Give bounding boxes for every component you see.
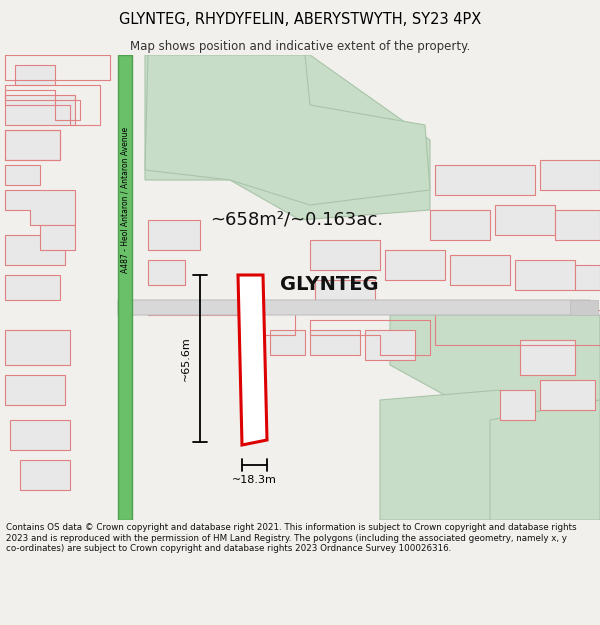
Polygon shape — [5, 375, 65, 405]
Polygon shape — [238, 275, 267, 445]
Polygon shape — [435, 165, 535, 195]
Polygon shape — [148, 260, 185, 285]
Polygon shape — [40, 225, 75, 250]
Polygon shape — [500, 390, 535, 420]
Polygon shape — [380, 390, 530, 520]
Polygon shape — [148, 220, 200, 250]
Polygon shape — [515, 260, 575, 290]
Text: GLYNTEG, RHYDYFELIN, ABERYSTWYTH, SY23 4PX: GLYNTEG, RHYDYFELIN, ABERYSTWYTH, SY23 4… — [119, 12, 481, 27]
Polygon shape — [20, 460, 70, 490]
Text: Contains OS data © Crown copyright and database right 2021. This information is : Contains OS data © Crown copyright and d… — [6, 523, 577, 553]
Polygon shape — [10, 420, 70, 450]
Polygon shape — [5, 165, 40, 185]
Polygon shape — [118, 300, 595, 315]
Polygon shape — [5, 130, 60, 160]
Polygon shape — [5, 235, 65, 265]
Polygon shape — [310, 240, 380, 270]
Polygon shape — [385, 250, 445, 280]
Polygon shape — [118, 55, 132, 520]
Polygon shape — [270, 330, 305, 355]
Polygon shape — [520, 340, 575, 375]
Polygon shape — [5, 275, 60, 300]
Polygon shape — [365, 330, 415, 360]
Polygon shape — [490, 400, 600, 520]
Text: ~65.6m: ~65.6m — [181, 336, 191, 381]
Polygon shape — [145, 55, 430, 205]
Polygon shape — [450, 255, 510, 285]
Polygon shape — [540, 380, 595, 410]
Polygon shape — [390, 315, 600, 420]
Polygon shape — [430, 210, 490, 240]
Text: A487 - Heol Antaron / Antaron Avenue: A487 - Heol Antaron / Antaron Avenue — [121, 127, 130, 273]
Polygon shape — [540, 160, 600, 190]
Text: ~18.3m: ~18.3m — [232, 475, 277, 485]
Text: ~658m²/~0.163ac.: ~658m²/~0.163ac. — [210, 211, 383, 229]
Polygon shape — [5, 95, 75, 125]
Polygon shape — [5, 330, 70, 365]
Polygon shape — [555, 210, 600, 240]
Text: GLYNTEG: GLYNTEG — [280, 276, 379, 294]
Polygon shape — [495, 205, 555, 235]
Polygon shape — [575, 265, 600, 290]
Polygon shape — [15, 65, 55, 85]
Polygon shape — [310, 330, 360, 355]
Polygon shape — [315, 280, 375, 310]
Text: Map shows position and indicative extent of the property.: Map shows position and indicative extent… — [130, 39, 470, 52]
Polygon shape — [145, 55, 430, 220]
Polygon shape — [570, 300, 598, 315]
Polygon shape — [5, 190, 75, 225]
